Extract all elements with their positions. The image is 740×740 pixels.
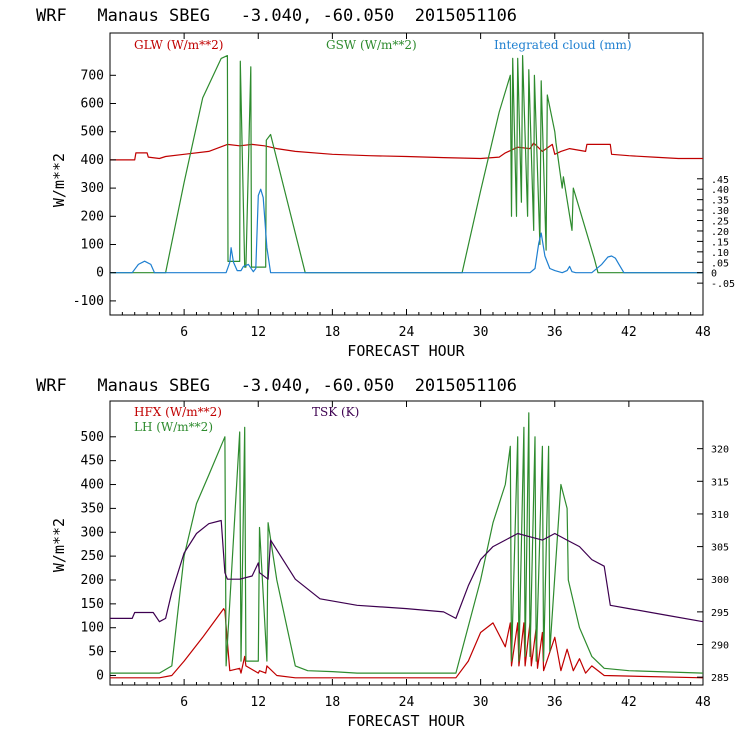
series-line-integrated [110,188,703,274]
panel-top-title: WRF Manaus SBEG -3.040, -60.050 20150511… [36,6,517,26]
panel-top-y-ticks: -100 0 100 200 300 400 500 600 700 [73,68,116,309]
x-tick-label: 36 [547,695,563,710]
x-tick-label: 30 [473,695,489,710]
y-tick-label: 300 [81,525,104,540]
panel-top-ylabel: W/m**2 [50,153,68,207]
panel-top: WRF Manaus SBEG -3.040, -60.050 20150511… [36,6,735,360]
y-tick-label: 50 [88,645,104,660]
y-tick-label: 350 [81,501,104,516]
y2-tick-label: 295 [711,608,729,619]
legend-cloud: Integrated cloud (mm) [494,38,632,52]
x-tick-label: 24 [399,695,415,710]
panel-top-series-group [110,54,703,274]
x-tick-label: 24 [399,325,415,340]
x-tick-label: 48 [695,695,711,710]
y2-tick-label: 315 [711,477,729,488]
x-tick-label: 6 [180,325,188,340]
y2-tick-label: .30 [711,206,729,217]
series-line-hfx [110,607,704,679]
y2-tick-label: .20 [711,227,729,238]
y2-tick-label: .10 [711,248,729,259]
y-tick-label: 600 [81,97,104,112]
y-tick-label: 150 [81,597,104,612]
y-tick-label: 500 [81,430,104,445]
y-tick-label: 450 [81,454,104,469]
y-tick-label: 400 [81,153,104,168]
x-tick-label: 48 [695,325,711,340]
x-tick-label: 30 [473,325,489,340]
y-tick-label: 100 [81,621,104,636]
y-tick-label: 200 [81,209,104,224]
y2-tick-label: .45 [711,175,729,186]
panel-bottom: WRF Manaus SBEG -3.040, -60.050 20150511… [36,376,729,730]
legend-gsw: GSW (W/m**2) [326,38,417,52]
y-tick-label: 700 [81,68,104,83]
panel-bottom-xlabel: FORECAST HOUR [347,712,465,730]
series-line-gsw [110,54,703,274]
y2-tick-label: .35 [711,196,729,207]
x-tick-label: 36 [547,325,563,340]
y2-tick-label: .15 [711,237,729,248]
panel-top-x-ticks: 6 12 18 24 30 36 42 48 [121,33,711,340]
y-tick-label: 400 [81,478,104,493]
x-tick-label: 12 [250,695,266,710]
y2-tick-label: .05 [711,258,729,269]
y2-tick-label: 320 [711,445,729,456]
series-line-lh [110,412,704,674]
y-tick-label: -100 [73,294,104,309]
y-tick-label: 0 [96,668,104,683]
panel-bottom-x-ticks: 6 12 18 24 30 36 42 48 [121,401,711,710]
y-tick-label: 300 [81,181,104,196]
panel-bottom-series-group [110,412,704,679]
y2-tick-label: 300 [711,575,729,586]
legend-lh: LH (W/m**2) [134,420,213,434]
y2-tick-label: 310 [711,510,729,521]
x-tick-label: 18 [325,695,341,710]
x-tick-label: 6 [180,695,188,710]
y2-tick-label: 305 [711,543,729,554]
x-tick-label: 18 [325,325,341,340]
legend-glw: GLW (W/m**2) [134,38,223,52]
panel-top-xlabel: FORECAST HOUR [347,342,465,360]
legend-tsk: TSK (K) [312,405,359,419]
panel-bottom-ylabel: W/m**2 [50,518,68,572]
legend-hfx: HFX (W/m**2) [134,405,222,419]
panel-bottom-y2-ticks: 285 290 295 300 305 310 315 320 [697,445,729,684]
y2-tick-label: -.05 [711,279,735,290]
y-tick-label: 0 [96,266,104,281]
y2-tick-label: 285 [711,673,729,684]
series-line-glw [110,142,703,161]
x-tick-label: 42 [621,325,637,340]
panel-top-y2-ticks: -.050.05.10.15.20.25.30.35.40.45 [697,175,735,290]
y2-tick-label: 290 [711,641,729,652]
x-tick-label: 42 [621,695,637,710]
panel-bottom-y-ticks: 0 50 100 150 200 250 300 350 400 450 500 [81,430,116,683]
y-tick-label: 250 [81,549,104,564]
y-tick-label: 200 [81,573,104,588]
y2-tick-label: .25 [711,217,729,228]
y-tick-label: 100 [81,238,104,253]
x-tick-label: 12 [250,325,266,340]
panel-bottom-title: WRF Manaus SBEG -3.040, -60.050 20150511… [36,376,517,396]
series-line-tsk [110,519,704,623]
y-tick-label: 500 [81,125,104,140]
y2-tick-label: 0 [711,269,717,280]
y2-tick-label: .40 [711,185,729,196]
